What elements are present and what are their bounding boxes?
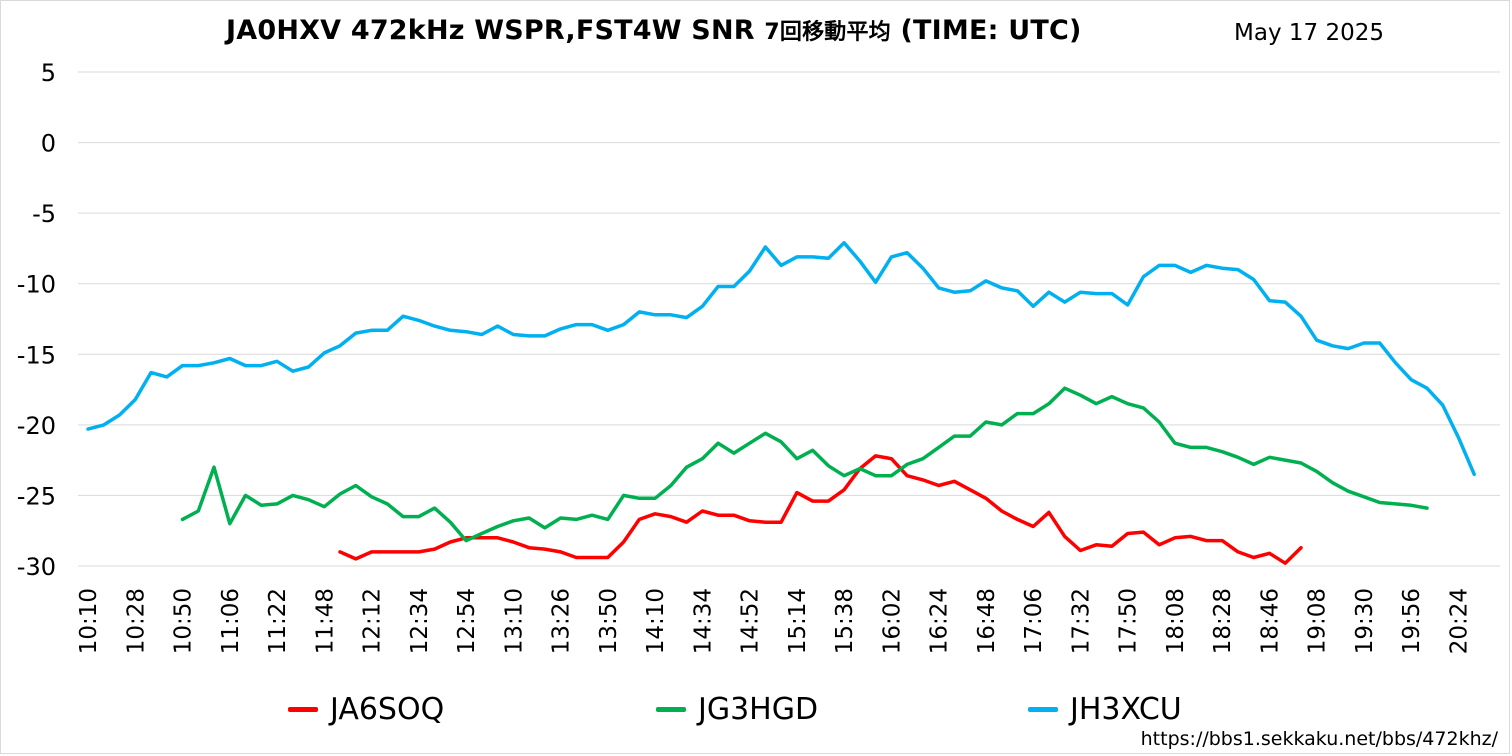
legend: JA6SOQ JG3HGD JH3XCU — [0, 692, 1512, 727]
legend-label-jg3hgd: JG3HGD — [698, 692, 819, 727]
x-tick-label: 18:46 — [1257, 588, 1283, 654]
x-tick-label: 14:10 — [643, 588, 669, 654]
legend-label-jh3xcu: JH3XCU — [1070, 692, 1182, 727]
chart-date: May 17 2025 — [1234, 20, 1384, 46]
x-tick-label: 12:54 — [454, 588, 480, 654]
x-tick-label: 18:28 — [1210, 588, 1236, 654]
legend-item-ja6soq: JA6SOQ — [288, 692, 444, 727]
chart-title-main: JA0HXV 472kHz WSPR,FST4W SNR — [226, 15, 755, 46]
y-tick-label: -20 — [17, 412, 56, 440]
y-tick-label: -5 — [32, 200, 56, 228]
x-tick-label: 10:28 — [123, 588, 149, 654]
x-tick-label: 17:50 — [1116, 588, 1142, 654]
x-tick-label: 10:50 — [171, 588, 197, 654]
y-tick-label: 0 — [41, 130, 56, 158]
source-url: https://bbs1.sekkaku.net/bbs/472khz/ — [1140, 728, 1498, 750]
legend-item-jg3hgd: JG3HGD — [656, 692, 818, 727]
x-tick-label: 11:06 — [218, 588, 244, 654]
legend-swatch-ja6soq — [288, 707, 318, 712]
y-tick-label: 5 — [41, 59, 56, 87]
x-tick-label: 19:30 — [1352, 588, 1378, 654]
x-tick-label: 14:34 — [690, 588, 716, 654]
x-tick-label: 20:24 — [1446, 588, 1472, 654]
legend-swatch-jg3hgd — [656, 707, 686, 712]
x-tick-label: 13:10 — [501, 588, 527, 654]
x-tick-label: 17:32 — [1068, 588, 1094, 654]
x-axis-ticks: 10:10 10:28 10:50 11:06 11:22 11:48 12:12 12:34… — [76, 588, 1472, 654]
chart-title: JA0HXV 472kHz WSPR,FST4W SNR 7回移動平均 (TIM… — [226, 14, 1082, 46]
legend-swatch-jh3xcu — [1028, 707, 1058, 712]
x-tick-label: 15:38 — [832, 588, 858, 654]
x-tick-label: 10:10 — [76, 588, 102, 654]
x-tick-label: 16:48 — [974, 588, 1000, 654]
x-tick-label: 11:48 — [312, 588, 338, 654]
x-tick-label: 12:12 — [360, 588, 386, 654]
x-tick-label: 14:52 — [738, 588, 764, 654]
x-tick-label: 16:24 — [927, 588, 953, 654]
x-tick-label: 19:56 — [1399, 588, 1425, 654]
series-line-jg3hgd — [180, 386, 1429, 543]
x-tick-label: 12:34 — [407, 588, 433, 654]
x-tick-label: 18:08 — [1163, 588, 1189, 654]
y-tick-label: -10 — [17, 271, 56, 299]
series-lines — [86, 241, 1476, 565]
x-tick-label: 16:02 — [879, 588, 905, 654]
legend-label-ja6soq: JA6SOQ — [330, 692, 445, 727]
y-tick-label: -30 — [17, 553, 56, 581]
x-tick-label: 13:26 — [549, 588, 575, 654]
series-line-ja6soq — [338, 454, 1303, 565]
x-tick-label: 19:08 — [1305, 588, 1331, 654]
y-tick-label: -15 — [17, 341, 56, 369]
gridlines — [78, 71, 1500, 567]
x-tick-label: 17:06 — [1021, 588, 1047, 654]
series-line-jh3xcu — [86, 241, 1476, 477]
x-tick-label: 13:50 — [596, 588, 622, 654]
legend-item-jh3xcu: JH3XCU — [1028, 692, 1182, 727]
x-tick-label: 15:14 — [785, 588, 811, 654]
chart-title-tail: (TIME: UTC) — [900, 15, 1082, 46]
y-axis-ticks: 5 0 -5 -10 -15 -20 -25 -30 — [17, 59, 56, 581]
x-tick-label: 11:22 — [265, 588, 291, 654]
y-tick-label: -25 — [17, 482, 56, 510]
chart-title-sub: 7回移動平均 — [764, 20, 891, 45]
